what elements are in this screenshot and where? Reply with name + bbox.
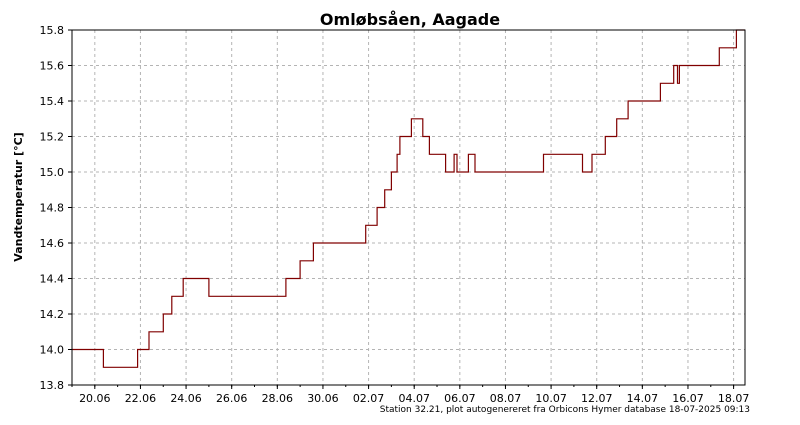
x-tick-label: 06.07	[444, 392, 476, 405]
y-tick-label: 15.6	[40, 60, 65, 73]
x-tick-label: 08.07	[490, 392, 522, 405]
x-tick-label: 22.06	[125, 392, 157, 405]
x-tick-label: 12.07	[581, 392, 613, 405]
series-layer	[72, 29, 745, 368]
x-tick-label: 02.07	[353, 392, 385, 405]
x-tick-label: 20.06	[79, 392, 111, 405]
chart-footer: Station 32.21, plot autogenereret fra Or…	[380, 405, 750, 415]
y-tick-label: 14.0	[40, 344, 65, 357]
y-tick-label: 14.8	[40, 202, 65, 215]
y-axis-label: Vandtemperatur [°C]	[12, 132, 25, 261]
x-tick-label: 30.06	[307, 392, 339, 405]
x-ticks: 20.06 22.06 24.06 26.06 28.06 30.06 02.07 04.07…	[71, 385, 750, 405]
grid-lines	[72, 29, 745, 386]
x-tick-label: 26.06	[216, 392, 248, 405]
y-tick-label: 14.2	[40, 308, 65, 321]
x-tick-label: 10.07	[535, 392, 567, 405]
x-tick-label: 18.07	[718, 392, 750, 405]
y-tick-label: 15.8	[40, 24, 65, 37]
chart-title: Omløbsåen, Aagade	[320, 10, 500, 29]
y-tick-label: 14.6	[40, 237, 65, 250]
x-tick-label: 24.06	[170, 392, 202, 405]
y-tick-label: 15.0	[40, 166, 65, 179]
x-tick-label: 04.07	[398, 392, 430, 405]
y-tick-label: 14.4	[40, 273, 65, 286]
y-tick-label: 15.2	[40, 131, 65, 144]
temperature-series-line	[72, 29, 745, 368]
y-tick-label: 13.8	[40, 379, 65, 392]
x-tick-label: 28.06	[262, 392, 294, 405]
x-tick-label: 16.07	[672, 392, 704, 405]
x-tick-label: 14.07	[627, 392, 659, 405]
y-ticks: 13.8 14.0 14.2 14.4 14.6 14.8 15.0 15.2 15.4 15.6…	[40, 24, 72, 392]
y-tick-label: 15.4	[40, 95, 65, 108]
